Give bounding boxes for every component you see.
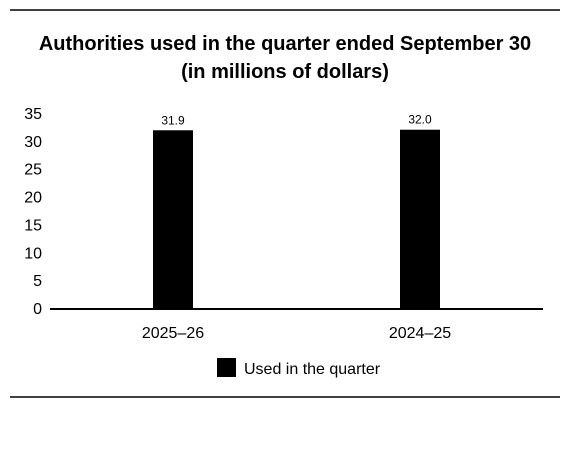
y-tick-label: 35 [24, 106, 42, 123]
legend-swatch [217, 358, 236, 377]
y-tick-label: 10 [24, 245, 42, 262]
legend: Used in the quarter [217, 358, 381, 378]
y-axis-ticks: 0 5 10 15 20 25 30 35 [24, 106, 42, 318]
bar-2024-25 [400, 129, 440, 308]
chart-title-line2: (in millions of dollars) [181, 61, 389, 83]
x-axis-ticks: 2025–26 2024–25 [142, 325, 451, 342]
x-tick-label: 2025–26 [142, 325, 204, 342]
y-tick-label: 15 [24, 217, 42, 234]
y-tick-label: 5 [33, 273, 42, 290]
bar-value-label: 31.9 [161, 113, 185, 127]
y-tick-label: 20 [24, 190, 42, 207]
bar-value-label: 32.0 [408, 113, 432, 127]
y-tick-label: 0 [33, 301, 42, 318]
chart-title-line1: Authorities used in the quarter ended Se… [39, 33, 531, 55]
x-tick-label: 2024–25 [389, 325, 451, 342]
value-labels: 31.9 32.0 [161, 113, 432, 128]
y-tick-label: 25 [24, 162, 42, 179]
bar-2025-26 [153, 130, 193, 308]
y-tick-label: 30 [24, 134, 42, 151]
bars-group [153, 129, 440, 308]
legend-label: Used in the quarter [244, 361, 381, 378]
